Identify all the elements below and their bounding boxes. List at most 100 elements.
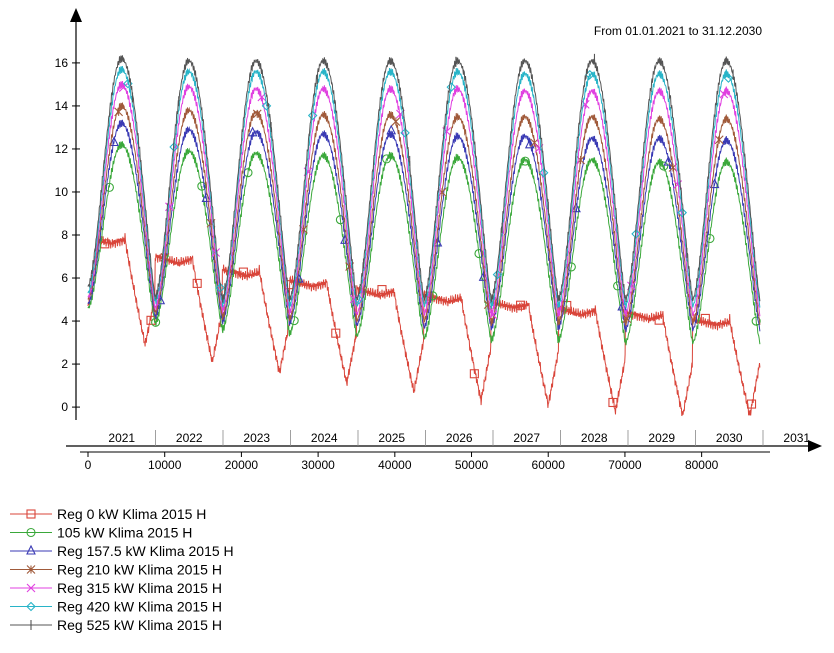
diamond-marker [400,128,410,138]
series-2 [87,119,761,333]
year-label: 2029 [648,431,675,445]
year-labels: 2021 2022 2023 2024 2025 2026 2027 2028 2029 2030… [108,430,810,446]
diamond-marker [723,73,734,83]
triangle-marker [201,192,212,202]
asterisk-marker [530,138,539,148]
circle-marker [26,527,36,538]
year-axis-arrowhead [808,440,822,452]
asterisk-marker [622,314,632,324]
year-label: 2025 [378,431,405,445]
legend-item: Reg 210 kW Klima 2015 H [10,562,222,578]
x-tick-label: 60000 [532,458,566,472]
circle-marker [520,156,530,166]
year-label: 2028 [581,431,608,445]
legend-item: Reg 157.5 kW Klima 2015 H [10,543,234,559]
chart-range-label: From 01.01.2021 to 31.12.2030 [594,24,762,38]
triangle-marker [247,126,258,137]
legend-label: Reg 420 kW Klima 2015 H [57,599,222,615]
diamond-marker [169,142,179,152]
circle-marker [659,161,669,171]
year-label: 2031 [783,431,810,445]
cross-marker [488,310,498,320]
diamond-marker [538,168,549,178]
triangle-marker [524,138,535,149]
x-ticks: 0 10000 20000 30000 40000 50000 60000 70000 8000… [85,452,719,472]
legend-label: Reg 0 kW Klima 2015 H [57,506,206,522]
y-tick-label: 12 [55,142,69,156]
legend-item: 105 kW Klima 2015 H [10,525,192,541]
x-tick-label: 20000 [225,458,259,472]
diamond-marker [26,601,36,612]
y-tick-label: 16 [55,56,69,70]
legend-label: 105 kW Klima 2015 H [57,525,192,541]
square-marker [331,328,341,338]
y-tick-label: 10 [55,185,69,199]
circle-marker [382,154,392,164]
square-marker [377,285,387,295]
square-marker [469,369,479,379]
x-axis: 0 10000 20000 30000 40000 50000 60000 70000 8000… [80,451,770,472]
diamond-marker [446,82,457,92]
cross-marker [719,89,729,99]
series-line [87,81,761,318]
y-axis-arrowhead [70,8,82,22]
plot-area [87,53,761,417]
triangle-marker [571,202,581,213]
square-marker [238,267,248,277]
series-0 [87,233,761,417]
triangle-marker [293,272,304,283]
diamond-marker [307,110,318,121]
y-tick-label: 0 [61,400,68,414]
square-marker [146,315,156,325]
series-5 [87,65,761,310]
year-label: 2024 [311,431,338,445]
diamond-marker [677,207,688,218]
triangle-marker [663,155,674,166]
asterisk-marker [252,109,262,119]
series-line [87,119,761,333]
asterisk-marker [391,117,401,126]
year-label: 2030 [716,431,743,445]
year-label: 2021 [108,431,135,445]
legend-label: Reg 315 kW Klima 2015 H [57,580,222,596]
legend-item: Reg 315 kW Klima 2015 H [10,580,222,596]
diamond-marker [261,101,272,111]
year-label: 2022 [176,431,203,445]
year-label: 2027 [513,431,540,445]
series-4 [87,81,761,320]
square-marker [192,278,202,288]
circle-marker [751,316,761,326]
y-tick-label: 14 [55,99,69,113]
legend-item: Reg 0 kW Klima 2015 H [10,506,206,522]
square-marker [26,509,36,519]
series-line [87,55,761,303]
year-axis: 2021 2022 2023 2024 2025 2026 2027 2028 2029 2030… [66,430,822,452]
diamond-marker [492,269,503,280]
year-label: 2023 [243,431,270,445]
asterisk-marker [714,135,724,145]
x-tick-label: 80000 [685,458,719,472]
y-ticks: 0 2 4 6 8 10 12 14 16 [55,56,80,414]
y-tick-label: 6 [61,271,68,285]
square-marker [746,399,757,409]
circle-marker [197,181,207,191]
series-line [87,65,761,310]
square-marker [700,313,710,323]
triangle-marker [386,124,397,135]
series-line [87,102,761,327]
legend: Reg 0 kW Klima 2015 H 105 kW Klima 2015 H… [10,506,234,633]
square-marker [516,300,526,310]
x-tick-label: 70000 [608,458,642,472]
y-axis: 0 2 4 6 8 10 12 14 16 [55,8,82,420]
x-tick-label: 50000 [455,458,489,472]
square-marker [654,315,664,325]
diamond-marker [631,229,641,239]
x-tick-label: 40000 [378,458,412,472]
asterisk-marker [26,565,36,574]
y-tick-label: 4 [61,314,68,328]
y-tick-label: 8 [61,228,68,242]
square-marker [608,397,618,408]
x-tick-label: 30000 [301,458,335,472]
legend-label: Reg 157.5 kW Klima 2015 H [57,543,234,559]
year-label: 2026 [446,431,473,445]
